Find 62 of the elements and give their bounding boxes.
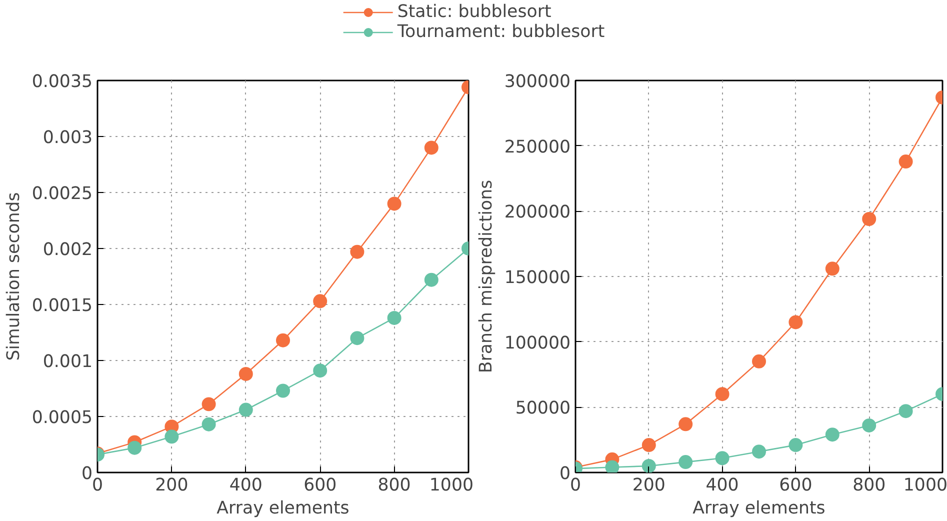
point (276, 333, 290, 348)
point (350, 331, 364, 346)
y-axis-title: Simulation seconds (4, 192, 24, 361)
x-tick-label: 400 (706, 476, 739, 496)
y-axis-title: Branch mispredictions (476, 180, 496, 374)
point (678, 417, 693, 432)
point (862, 212, 876, 226)
point (862, 418, 876, 432)
point (276, 384, 290, 398)
point (752, 354, 766, 368)
point (678, 455, 693, 470)
point (424, 140, 438, 155)
x-tick-label: 1000 (903, 476, 947, 496)
point (350, 244, 364, 259)
y-tick-label: 150000 (504, 268, 571, 288)
y-tick-label: 0.002 (42, 240, 93, 260)
y-tick-label: 50000 (515, 398, 570, 419)
y-tick-label: 0.0015 (32, 296, 93, 316)
point (313, 364, 328, 378)
x-tick-label: 400 (229, 476, 262, 496)
y-tick-label: 0.001 (42, 352, 93, 372)
point (642, 458, 656, 472)
y-tick-label: 0.0035 (32, 72, 93, 92)
x-axis-title: Array elements (216, 498, 350, 518)
point (898, 154, 913, 168)
x-tick-label: 600 (304, 476, 337, 496)
x-tick-label: 800 (852, 476, 886, 496)
x-tick-label: 600 (779, 476, 812, 496)
point (387, 310, 402, 325)
point (424, 272, 438, 287)
point (825, 428, 840, 442)
x-tick-label: 200 (155, 476, 188, 496)
point (642, 438, 656, 452)
point (128, 440, 142, 455)
y-tick-label: 0.0005 (32, 408, 93, 428)
y-tick-label: 200000 (504, 202, 571, 223)
point (238, 366, 253, 381)
y-tick-label: 250000 (504, 137, 571, 158)
point (164, 430, 179, 444)
point (788, 438, 803, 452)
point (752, 444, 766, 459)
point (202, 417, 216, 432)
point (825, 262, 840, 276)
y-tick-label: 300000 (504, 72, 571, 92)
point (238, 402, 253, 417)
legend-label: Static: bubblesort (397, 2, 552, 22)
point (313, 294, 328, 308)
point (605, 460, 620, 472)
point (715, 387, 730, 402)
x-tick-label: 800 (378, 476, 411, 496)
x-tick-label: 1000 (429, 476, 474, 496)
y-tick-label: 0.0025 (32, 184, 93, 204)
point (715, 451, 730, 466)
x-axis-title: Array elements (692, 498, 826, 518)
x-tick-label: 200 (632, 476, 666, 496)
point (387, 196, 402, 211)
point (898, 404, 913, 418)
point (788, 315, 803, 330)
y-tick-label: 100000 (504, 333, 571, 354)
point (202, 397, 216, 412)
y-tick-label: 0.003 (42, 128, 93, 148)
legend-label: Tournament: bubblesort (397, 22, 605, 42)
